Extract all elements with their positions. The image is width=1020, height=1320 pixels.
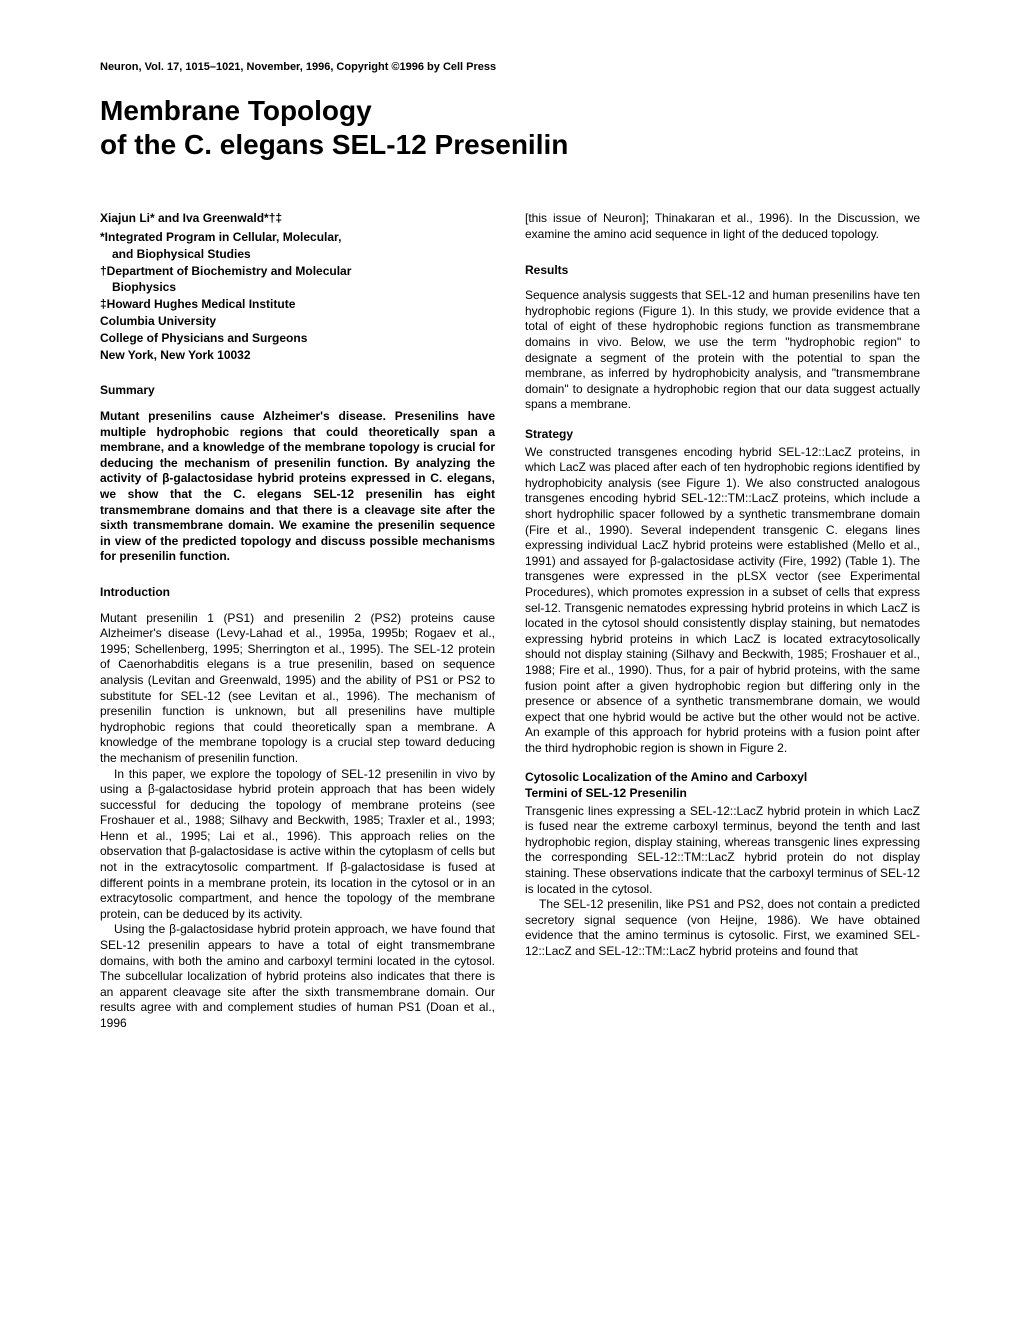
summary-heading: Summary (100, 383, 495, 399)
affiliation-1b: and Biophysical Studies (112, 246, 495, 263)
cyto-head-line-2: Termini of SEL-12 Presenilin (525, 786, 687, 800)
affiliation-2b: Biophysics (112, 279, 495, 296)
cytosolic-heading: Cytosolic Localization of the Amino and … (525, 770, 920, 801)
strategy-para-1: We constructed transgenes encoding hybri… (525, 445, 920, 757)
cyto-para-2: The SEL-12 presenilin, like PS1 and PS2,… (525, 897, 920, 959)
journal-header: Neuron, Vol. 17, 1015–1021, November, 19… (100, 60, 920, 74)
intro-para-3: Using the β-galactosidase hybrid protein… (100, 922, 495, 1031)
left-column: Xiajun Li* and Iva Greenwald*†‡ *Integra… (100, 211, 495, 1031)
affiliation-2: †Department of Biochemistry and Molecula… (100, 263, 495, 280)
results-para-1: Sequence analysis suggests that SEL-12 a… (525, 288, 920, 413)
cyto-para-1: Transgenic lines expressing a SEL-12::La… (525, 804, 920, 898)
intro-para-2: In this paper, we explore the topology o… (100, 767, 495, 923)
article-title: Membrane Topology of the C. elegans SEL-… (100, 94, 920, 161)
affiliation-5: College of Physicians and Surgeons (100, 330, 495, 347)
intro-para-1: Mutant presenilin 1 (PS1) and presenilin… (100, 611, 495, 767)
col2-continuation: [this issue of Neuron]; Thinakaran et al… (525, 211, 920, 242)
two-column-layout: Xiajun Li* and Iva Greenwald*†‡ *Integra… (100, 211, 920, 1031)
cyto-head-line-1: Cytosolic Localization of the Amino and … (525, 770, 807, 784)
affiliation-1: *Integrated Program in Cellular, Molecul… (100, 229, 495, 246)
author-names: Xiajun Li* and Iva Greenwald*†‡ (100, 211, 495, 227)
affiliation-4: Columbia University (100, 313, 495, 330)
introduction-heading: Introduction (100, 585, 495, 601)
results-heading: Results (525, 263, 920, 279)
right-column: [this issue of Neuron]; Thinakaran et al… (525, 211, 920, 1031)
strategy-heading: Strategy (525, 427, 920, 443)
summary-text: Mutant presenilins cause Alzheimer's dis… (100, 409, 495, 565)
title-line-2: of the C. elegans SEL-12 Presenilin (100, 128, 920, 162)
affiliation-6: New York, New York 10032 (100, 347, 495, 364)
affiliation-3: ‡Howard Hughes Medical Institute (100, 296, 495, 313)
title-line-1: Membrane Topology (100, 94, 920, 128)
